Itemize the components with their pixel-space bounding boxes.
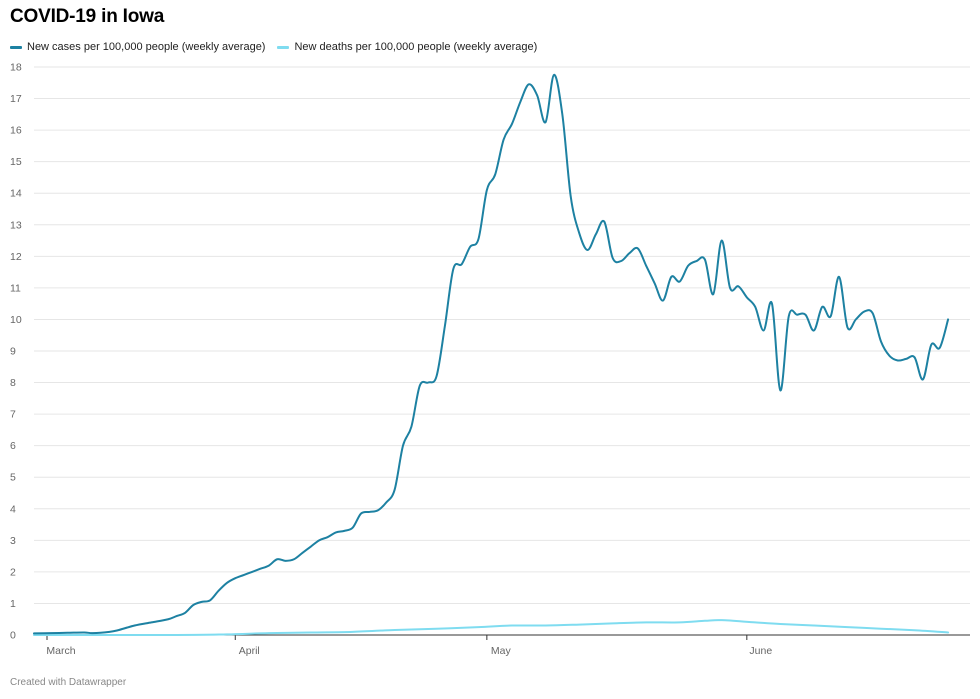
y-tick-label-6: 6 <box>10 440 16 452</box>
y-tick-label-2: 2 <box>10 566 16 578</box>
x-tick-label-april: April <box>239 645 260 657</box>
legend-item-cases: New cases per 100,000 people (weekly ave… <box>10 41 265 53</box>
legend-label-deaths: New deaths per 100,000 people (weekly av… <box>294 41 538 53</box>
credit-footer: Created with Datawrapper <box>10 677 127 688</box>
x-tick-label-june: June <box>749 645 772 657</box>
x-tick-label-may: May <box>491 645 512 657</box>
y-tick-label-9: 9 <box>10 346 16 358</box>
y-tick-label-13: 13 <box>10 219 22 231</box>
y-tick-label-17: 17 <box>10 93 22 105</box>
y-tick-label-18: 18 <box>10 62 22 74</box>
legend-label-cases: New cases per 100,000 people (weekly ave… <box>27 41 266 53</box>
x-tick-label-march: March <box>46 645 75 657</box>
series-line-cases <box>33 73 950 635</box>
y-tick-label-1: 1 <box>10 598 16 610</box>
y-tick-label-3: 3 <box>10 535 16 547</box>
y-tick-label-10: 10 <box>10 314 22 326</box>
series-lines <box>33 73 950 637</box>
y-tick-label-5: 5 <box>10 472 16 484</box>
y-tick-label-12: 12 <box>10 251 22 263</box>
series-line-deaths <box>33 619 950 637</box>
y-tick-label-4: 4 <box>10 503 16 515</box>
legend-swatch-cases <box>10 45 22 49</box>
y-tick-label-7: 7 <box>10 409 16 421</box>
y-tick-label-0: 0 <box>10 630 16 642</box>
y-tick-label-16: 16 <box>10 125 22 137</box>
chart-legend: New cases per 100,000 people (weekly ave… <box>10 41 537 53</box>
y-tick-label-14: 14 <box>10 188 22 200</box>
chart-title: COVID-19 in Iowa <box>10 6 165 27</box>
grid-lines <box>34 66 970 636</box>
x-axis: March April May June <box>46 635 772 657</box>
y-tick-label-15: 15 <box>10 156 22 168</box>
y-tick-label-8: 8 <box>10 377 16 389</box>
y-tick-label-11: 11 <box>10 282 21 294</box>
legend-item-deaths: New deaths per 100,000 people (weekly av… <box>277 41 537 53</box>
legend-swatch-deaths <box>277 45 290 49</box>
